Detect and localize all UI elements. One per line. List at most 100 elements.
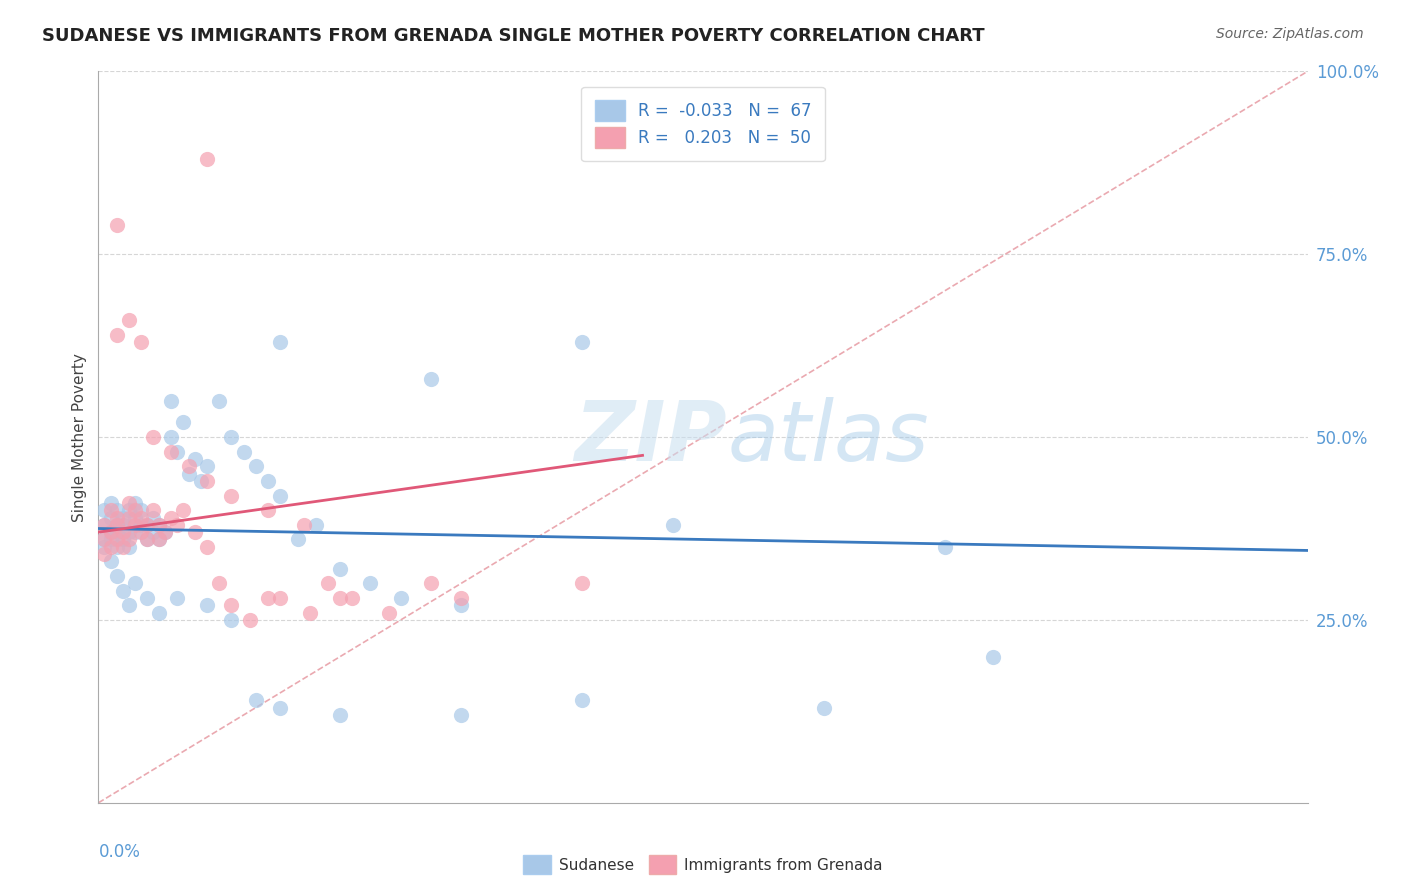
Point xyxy=(160,510,183,524)
Point xyxy=(571,576,593,591)
Point xyxy=(129,503,152,517)
Point xyxy=(269,334,291,349)
Point xyxy=(245,459,267,474)
Point xyxy=(305,517,328,532)
Point xyxy=(153,525,176,540)
Point xyxy=(269,700,291,714)
Point xyxy=(100,525,122,540)
Point xyxy=(135,591,157,605)
Point xyxy=(221,599,243,613)
Point xyxy=(118,313,141,327)
Point xyxy=(111,510,134,524)
Point xyxy=(420,576,443,591)
Point xyxy=(100,540,122,554)
Point xyxy=(124,517,146,532)
Point xyxy=(160,393,183,408)
Point xyxy=(129,517,152,532)
Point xyxy=(661,517,683,532)
Point xyxy=(329,562,352,576)
Point xyxy=(100,554,122,568)
Point xyxy=(124,576,146,591)
Point xyxy=(105,569,128,583)
Point xyxy=(571,334,593,349)
Point xyxy=(93,517,115,532)
Point xyxy=(316,576,339,591)
Point xyxy=(172,416,194,430)
Point xyxy=(142,430,165,444)
Point xyxy=(118,525,141,540)
Point xyxy=(245,693,267,707)
Point xyxy=(166,444,188,458)
Point xyxy=(148,533,170,547)
Point xyxy=(269,591,291,605)
Point xyxy=(105,533,128,547)
Point xyxy=(195,152,218,166)
Point xyxy=(135,517,157,532)
Point xyxy=(571,693,593,707)
Point xyxy=(232,444,254,458)
Point xyxy=(179,459,201,474)
Point xyxy=(118,540,141,554)
Point xyxy=(256,591,278,605)
Point xyxy=(420,371,443,385)
Point xyxy=(93,547,115,561)
Point xyxy=(118,496,141,510)
Point xyxy=(221,613,243,627)
Point xyxy=(190,474,212,488)
Point xyxy=(111,525,134,540)
Point xyxy=(142,525,165,540)
Point xyxy=(111,517,134,532)
Point xyxy=(100,533,122,547)
Point xyxy=(105,540,128,554)
Legend: R =  -0.033   N =  67, R =   0.203   N =  50: R = -0.033 N = 67, R = 0.203 N = 50 xyxy=(581,87,825,161)
Point xyxy=(148,606,170,620)
Point xyxy=(221,430,243,444)
Point xyxy=(299,606,322,620)
Point xyxy=(93,503,115,517)
Point xyxy=(450,599,472,613)
Point xyxy=(105,510,128,524)
Point xyxy=(100,496,122,510)
Point xyxy=(195,599,218,613)
Legend: Sudanese, Immigrants from Grenada: Sudanese, Immigrants from Grenada xyxy=(517,849,889,880)
Point xyxy=(184,525,207,540)
Point xyxy=(135,533,157,547)
Point xyxy=(184,452,207,467)
Point xyxy=(292,517,315,532)
Point xyxy=(118,510,141,524)
Point xyxy=(124,525,146,540)
Point xyxy=(93,533,115,547)
Point xyxy=(93,533,115,547)
Point xyxy=(129,510,152,524)
Point xyxy=(166,517,188,532)
Point xyxy=(135,533,157,547)
Point xyxy=(195,474,218,488)
Point xyxy=(93,517,115,532)
Point xyxy=(450,591,472,605)
Point xyxy=(342,591,364,605)
Point xyxy=(148,517,170,532)
Point xyxy=(142,503,165,517)
Point xyxy=(142,510,165,524)
Point xyxy=(153,525,176,540)
Y-axis label: Single Mother Poverty: Single Mother Poverty xyxy=(72,352,87,522)
Text: atlas: atlas xyxy=(727,397,929,477)
Point xyxy=(389,591,412,605)
Point xyxy=(256,474,278,488)
Point xyxy=(105,503,128,517)
Point xyxy=(100,525,122,540)
Point xyxy=(329,708,352,723)
Point xyxy=(287,533,309,547)
Point xyxy=(179,467,201,481)
Point xyxy=(239,613,262,627)
Point xyxy=(100,503,122,517)
Point xyxy=(208,576,231,591)
Point xyxy=(105,517,128,532)
Point xyxy=(329,591,352,605)
Point xyxy=(124,503,146,517)
Point xyxy=(111,540,134,554)
Point xyxy=(269,489,291,503)
Point xyxy=(377,606,399,620)
Point xyxy=(360,576,382,591)
Text: 0.0%: 0.0% xyxy=(98,843,141,861)
